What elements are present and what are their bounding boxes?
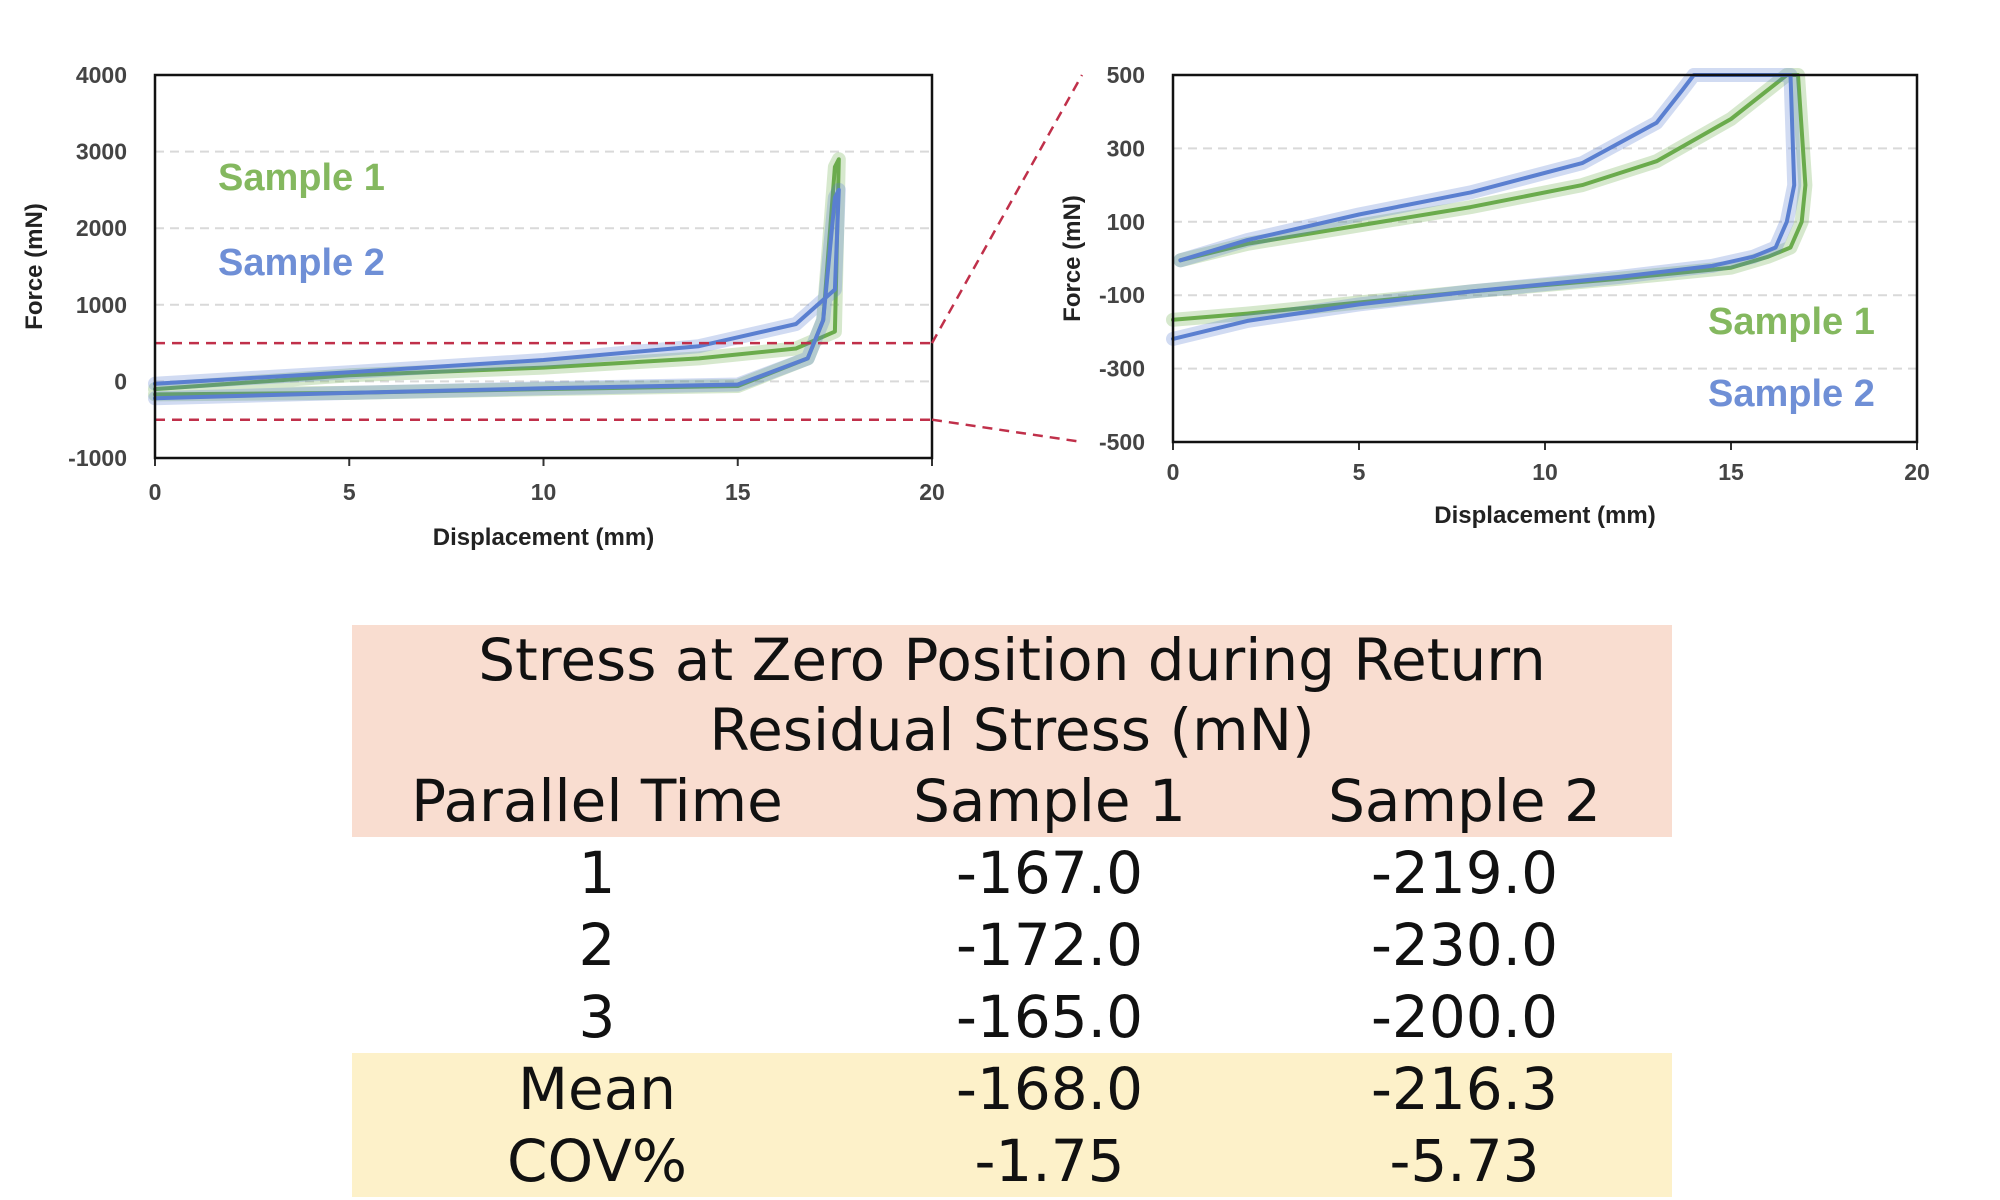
zoom-connector-line [931,418,1083,444]
table-row: 1 -167.0 -219.0 [352,837,1672,909]
table-cell: -172.0 [956,911,1143,979]
table-cell: -200.0 [1371,983,1558,1051]
chart2-legend-label: Sample 1 [1708,301,1875,343]
table-cell: 3 [578,983,616,1051]
table-cell: -230.0 [1371,911,1558,979]
table-row: 3 -165.0 -200.0 [352,981,1672,1053]
chart2-legend-label: Sample 2 [1708,373,1875,415]
chart2-y-tick-label: 500 [1107,62,1145,88]
chart2-x-tick-label: 0 [1167,459,1180,485]
chart1-legend-label: Sample 1 [218,157,385,199]
chart2-y-tick-label: -300 [1099,356,1145,382]
chart2-x-tick-label: 15 [1718,459,1744,485]
chart1-x-tick-label: 10 [531,479,557,505]
chart1-series-2-band [148,182,846,406]
chart1-y-tick-label: 4000 [76,62,127,88]
table-subtitle: Residual Stress (mN) [709,696,1315,764]
chart2-y-tick-label: -500 [1099,429,1145,455]
chart1-y-axis-title: Force (mN) [21,203,48,330]
chart1-y-tick-label: 0 [114,368,127,394]
chart1-plot-frame [153,73,934,460]
chart1-y-tick-label: -1000 [68,445,127,471]
chart1-x-tick-label: 0 [149,479,162,505]
zoom-connector-line [930,74,1084,344]
header-cell: Sample 2 [1328,767,1601,835]
chart2-x-tick-label: 20 [1904,459,1930,485]
header-cell: Sample 1 [913,767,1186,835]
table-cell: COV% [507,1127,687,1195]
chart1-series-2-line [153,187,841,401]
summary-row-mean: Mean -168.0 -216.3 [352,1053,1672,1125]
table-cell: -1.75 [974,1127,1125,1195]
chart2-y-tick-label: 300 [1107,135,1145,161]
chart1-x-tick-label: 15 [725,479,751,505]
chart2-series-2-line [1171,73,1797,341]
chart1-x-tick-label: 5 [343,479,356,505]
chart1-y-tick-label: 1000 [76,292,127,318]
table-row: 2 -172.0 -230.0 [352,909,1672,981]
table-cell: 1 [578,839,616,907]
chart2-y-axis-title: Force (mN) [1059,195,1086,322]
header-row: Parallel Time Sample 1 Sample 2 [352,765,1672,837]
table-cell: -165.0 [956,983,1143,1051]
chart2-plot-frame [1171,73,1919,444]
chart1-x-axis-title: Displacement (mm) [433,524,654,551]
chart1-legend-label: Sample 2 [218,242,385,284]
chart1-y-tick-label: 3000 [76,139,127,165]
chart2-x-tick-label: 10 [1532,459,1558,485]
table-cell: -168.0 [956,1055,1143,1123]
table-header: Stress at Zero Position during Return Re… [352,625,1672,837]
chart1-x-tick-label: 20 [919,479,945,505]
table-summary: Mean -168.0 -216.3 COV% -1.75 -5.73 [352,1053,1672,1197]
table-cell: -216.3 [1371,1055,1558,1123]
chart2-x-axis-title: Displacement (mm) [1434,502,1655,529]
chart2-y-tick-label: 100 [1107,209,1145,235]
chart2-x-tick-label: 5 [1353,459,1366,485]
chart1-y-tick-label: 2000 [76,215,127,241]
table-title: Stress at Zero Position during Return [478,626,1546,694]
header-cell: Parallel Time [411,767,783,835]
table-cell: -167.0 [956,839,1143,907]
residual-stress-table: Stress at Zero Position during Return Re… [352,625,1672,1197]
table-cell: Mean [517,1055,677,1123]
table-cell: -219.0 [1371,839,1558,907]
chart2-y-tick-label: -100 [1099,282,1145,308]
table-cell: -5.73 [1389,1127,1540,1195]
summary-row-cov: COV% -1.75 -5.73 [352,1125,1672,1197]
table-cell: 2 [578,911,616,979]
